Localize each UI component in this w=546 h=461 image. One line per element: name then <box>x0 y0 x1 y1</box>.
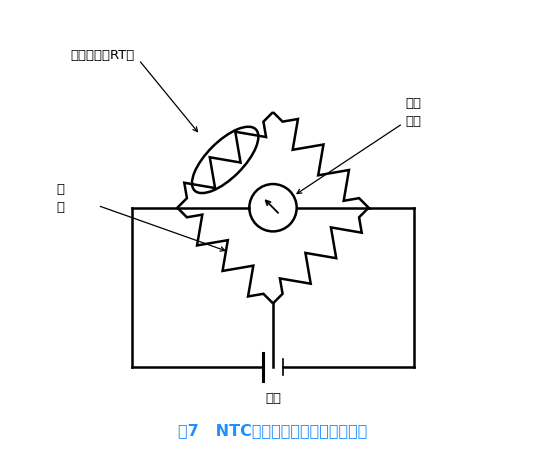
Text: 温度
指针: 温度 指针 <box>405 97 421 128</box>
Text: 图7   NTC温度传感器温度测量原理图: 图7 NTC温度传感器温度测量原理图 <box>179 423 367 438</box>
Text: 电源: 电源 <box>265 392 281 405</box>
Text: 归
零: 归 零 <box>57 183 64 214</box>
Text: 热敏电阻（RT）: 热敏电阻（RT） <box>70 49 134 62</box>
